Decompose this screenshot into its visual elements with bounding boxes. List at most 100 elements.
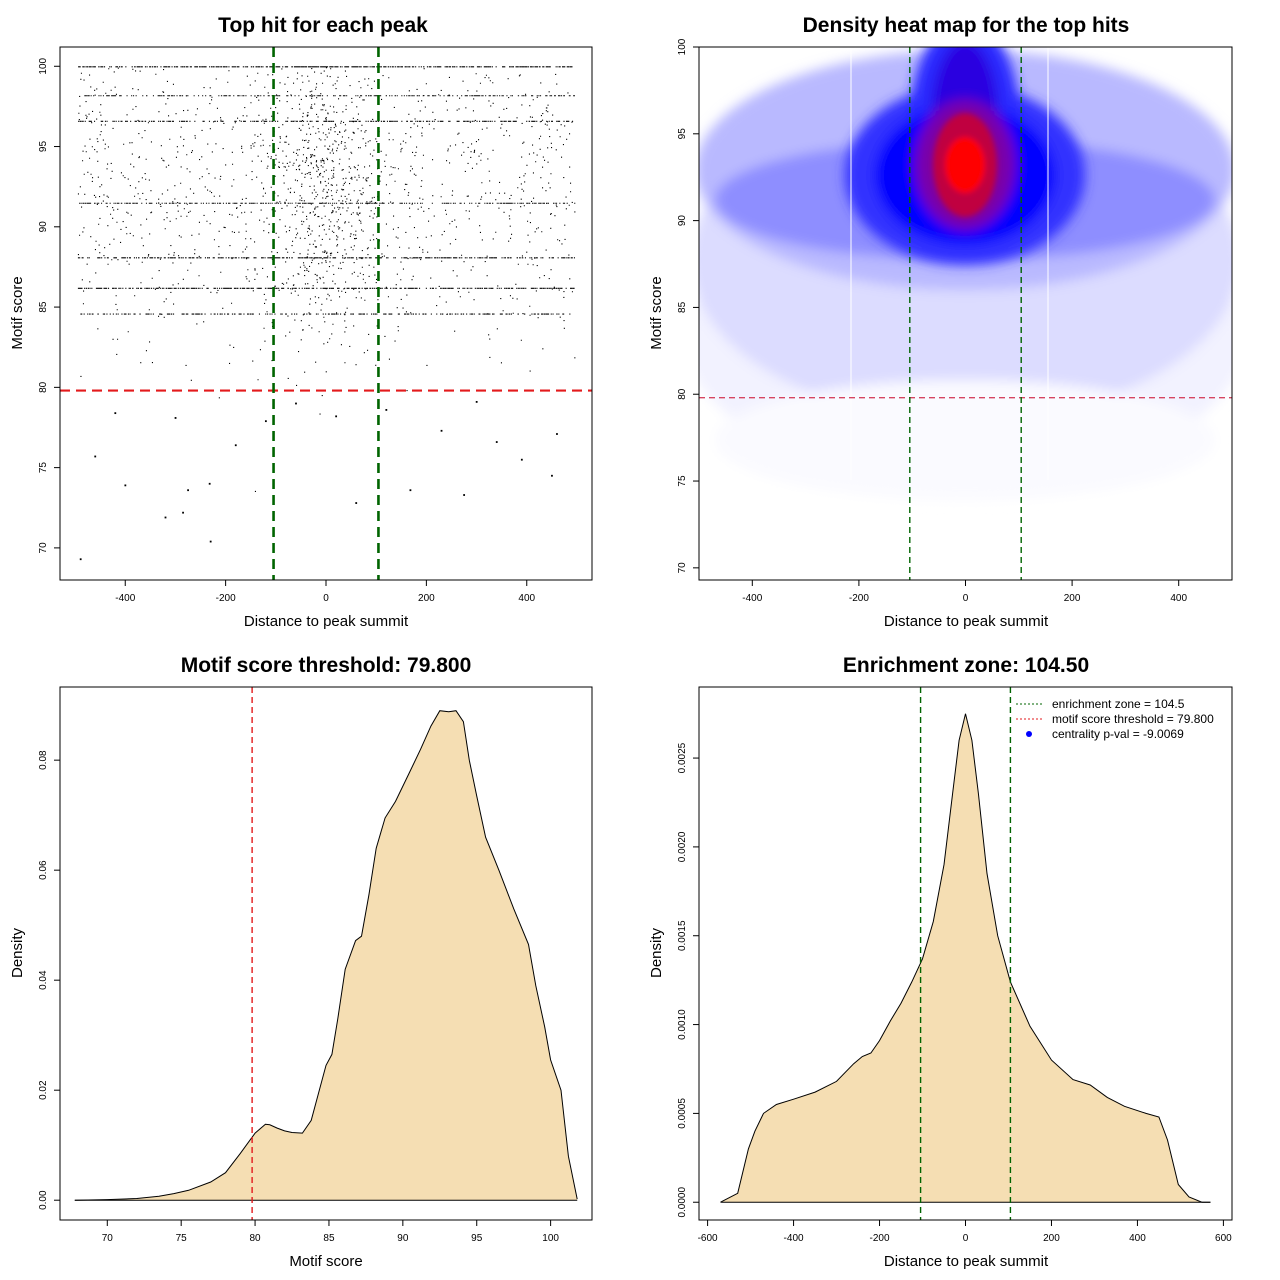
x-tick-label: -600	[698, 1233, 718, 1244]
panel-distance-density: -600 -400 -200 0 200 400 600 0.0000 0.0005 0.0010…	[648, 654, 1233, 1270]
distance-density-title: Enrichment zone: 104.50	[843, 654, 1089, 677]
score-density-plot	[74, 687, 578, 1220]
y-tick-label: 85	[677, 301, 688, 313]
x-tick-label: 400	[518, 593, 535, 604]
scatter-point	[208, 482, 211, 485]
score-density-xlabel: Motif score	[289, 1253, 362, 1270]
scatter-point	[335, 415, 338, 418]
scatter-point	[385, 409, 388, 411]
scatter-point	[295, 402, 297, 405]
distance-density-ylabel: Density	[648, 927, 665, 978]
y-tick-label: 0.0020	[677, 831, 688, 862]
legend-zone-label: enrichment zone = 104.5	[1052, 697, 1185, 711]
score-density-line	[74, 710, 578, 1201]
legend: enrichment zone = 104.5 motif score thre…	[1016, 697, 1214, 741]
y-tick-label: 100	[38, 57, 49, 74]
scatter-point	[182, 511, 184, 514]
scatter-point	[355, 502, 358, 504]
x-tick-label: 600	[1215, 1233, 1232, 1244]
distance-density-plot-frame	[698, 686, 1233, 1221]
y-tick-label: 0.0005	[677, 1098, 688, 1129]
scatter-point	[209, 540, 212, 543]
x-tick-label: 200	[418, 593, 435, 604]
heatmap-title: Density heat map for the top hits	[803, 14, 1130, 37]
scatter-point-cloud	[77, 66, 576, 493]
heatmap-ylabel: Motif score	[648, 276, 665, 349]
distance-density-line	[720, 713, 1211, 1203]
x-tick-label: -400	[115, 593, 135, 604]
scatter-points	[60, 47, 592, 580]
score-density-title: Motif score threshold: 79.800	[181, 654, 472, 677]
distance-density-plot	[720, 687, 1211, 1220]
scatter-point	[174, 417, 177, 419]
scatter-point	[124, 484, 127, 487]
heatmap-threshold-lines	[699, 47, 1232, 580]
y-tick-label: 0.0025	[677, 742, 688, 773]
scatter-point	[234, 444, 237, 447]
panel-scatter: -400 -200 0 200 400 70 75 80 85 90 95 100 Top hit f…	[9, 14, 593, 630]
y-tick-label: 0.06	[38, 860, 49, 880]
y-tick-label: 80	[677, 388, 688, 400]
y-tick-label: 70	[677, 562, 688, 574]
scatter-xlabel: Distance to peak summit	[244, 613, 409, 630]
y-tick-label: 0.08	[38, 750, 49, 770]
x-tick-label: 0	[963, 593, 969, 604]
y-tick-label: 70	[38, 542, 49, 554]
scatter-ylabel: Motif score	[9, 276, 26, 349]
scatter-point	[520, 458, 523, 461]
scatter-plot-frame	[59, 46, 593, 581]
scatter-point	[94, 455, 97, 458]
x-tick-label: 200	[1043, 1233, 1060, 1244]
scatter-point	[114, 412, 117, 415]
heatmap-xlabel: Distance to peak summit	[884, 613, 1049, 630]
distance-density-xlabel: Distance to peak summit	[884, 1253, 1049, 1270]
scatter-title: Top hit for each peak	[218, 14, 428, 37]
y-tick-label: 90	[38, 221, 49, 233]
x-tick-label: 0	[963, 1233, 969, 1244]
scatter-point	[164, 516, 167, 519]
scatter-point	[551, 474, 553, 477]
heatmap-peak	[933, 113, 997, 217]
scatter-point	[475, 400, 478, 403]
panel-score-density: 70 75 80 85 90 95 100 0.00 0.02 0.04 0.06 0.08 Moti…	[9, 654, 593, 1270]
legend-pval-marker	[1026, 731, 1032, 737]
x-tick-label: 400	[1129, 1233, 1146, 1244]
heatmap-blob	[715, 380, 1215, 500]
y-tick-label: 80	[38, 381, 49, 393]
scatter-point	[409, 489, 412, 492]
x-tick-label: -200	[216, 593, 236, 604]
y-tick-label: 0.0015	[677, 920, 688, 951]
y-tick-label: 0.02	[38, 1080, 49, 1100]
heatmap-plot-frame	[698, 46, 1233, 581]
x-tick-label: 80	[250, 1233, 262, 1244]
panel-heatmap: -400 -200 0 200 400 70 75 80 85 90 95 100 Density h…	[648, 14, 1233, 630]
y-tick-label: 85	[38, 301, 49, 313]
x-tick-label: 70	[102, 1233, 114, 1244]
scatter-point	[187, 489, 189, 492]
x-tick-label: 100	[542, 1233, 559, 1244]
y-tick-label: 95	[677, 128, 688, 140]
scatter-point	[495, 441, 498, 443]
distance-density-area	[720, 713, 1211, 1203]
legend-pval-label: centrality p-val = -9.0069	[1052, 727, 1184, 741]
x-tick-label: 400	[1170, 593, 1187, 604]
y-tick-label: 100	[677, 38, 688, 55]
scatter-point	[79, 558, 82, 561]
x-tick-label: 90	[397, 1233, 409, 1244]
x-tick-label: 95	[471, 1233, 483, 1244]
x-tick-label: -200	[870, 1233, 890, 1244]
scatter-axes: -400 -200 0 200 400 70 75 80 85 90 95 100	[38, 57, 536, 604]
y-tick-label: 0.00	[38, 1190, 49, 1210]
x-tick-label: -200	[849, 593, 869, 604]
score-density-plot-frame	[59, 686, 593, 1221]
x-tick-label: 75	[176, 1233, 188, 1244]
legend-threshold-label: motif score threshold = 79.800	[1052, 712, 1214, 726]
y-tick-label: 90	[677, 215, 688, 227]
x-tick-label: 85	[323, 1233, 335, 1244]
scatter-point	[463, 494, 466, 496]
heatmap-blob	[945, 137, 985, 193]
scatter-point	[556, 433, 558, 435]
x-tick-label: -400	[784, 1233, 804, 1244]
heatmap-field	[699, 47, 1232, 580]
